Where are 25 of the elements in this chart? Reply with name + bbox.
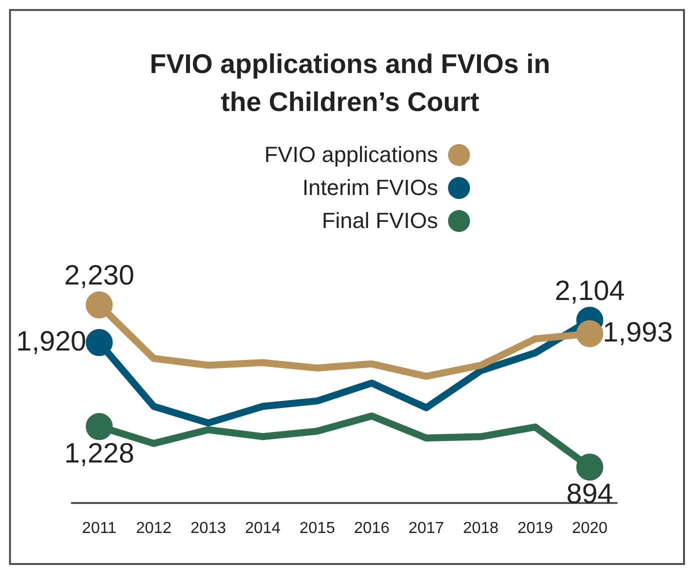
- legend-label: Final FVIOs: [322, 208, 438, 234]
- legend-label: FVIO applications: [264, 142, 438, 168]
- data-label: 1,993: [602, 316, 673, 348]
- x-tick-label: 2012: [136, 520, 172, 537]
- point: [86, 413, 113, 440]
- chart-title: FVIO applications and FVIOs in the Children’s Court: [148, 48, 552, 119]
- x-tick-label: 2013: [190, 520, 226, 537]
- x-tick-label: 2014: [244, 520, 281, 537]
- point: [86, 329, 113, 356]
- point: [86, 291, 113, 318]
- data-label: 1,920: [16, 325, 86, 356]
- data-label: 1,228: [64, 437, 134, 468]
- x-tick-label: 2017: [408, 520, 444, 537]
- data-label: 2,104: [554, 274, 625, 306]
- data-label: 894: [566, 478, 614, 509]
- x-tick-label: 2016: [354, 520, 390, 537]
- legend-label: Interim FVIOs: [302, 174, 438, 200]
- x-tick-label: 2020: [572, 520, 608, 537]
- x-tick-label: 2019: [517, 520, 554, 537]
- x-tick-label: 2018: [462, 520, 499, 537]
- point: [576, 454, 604, 481]
- point: [576, 320, 604, 348]
- x-tick-label: 2011: [82, 520, 117, 537]
- x-tick-label: 2015: [299, 520, 336, 537]
- data-label: 2,230: [64, 260, 134, 291]
